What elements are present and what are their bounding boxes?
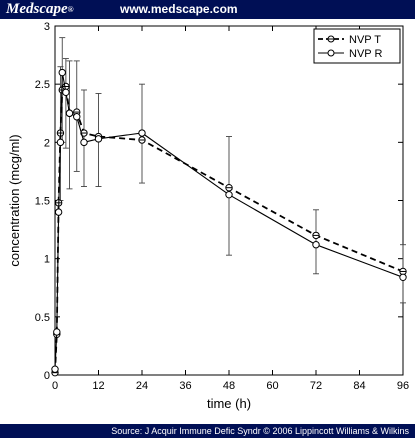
data-point — [80, 138, 88, 147]
axes: 0 12 24 36 48 60 72 84 96 0 0.5 1 1.5 2 2.5 3 — [35, 21, 409, 392]
data-point — [94, 135, 103, 143]
x-tick-label: 48 — [223, 380, 235, 392]
y-axis-label: concentration (mcg/ml) — [7, 134, 22, 266]
data-point — [54, 208, 63, 216]
data-point — [73, 113, 81, 121]
x-tick-label: 0 — [52, 380, 58, 392]
data-point — [56, 138, 65, 147]
legend-box — [313, 28, 401, 64]
data-point — [51, 365, 59, 373]
data-point — [399, 273, 407, 281]
y-tick-label: 0.5 — [35, 312, 50, 324]
data-point — [58, 68, 66, 77]
legend-marker — [327, 49, 335, 57]
data-point — [65, 109, 74, 117]
brand-registered-mark: ® — [67, 5, 74, 14]
series-nvp-r — [51, 68, 407, 373]
data-point — [312, 241, 320, 249]
series-line — [54, 72, 404, 370]
error-bars — [57, 37, 406, 304]
y-tick-label: 0 — [44, 370, 50, 382]
x-tick-label: 72 — [310, 380, 322, 392]
footer-bar: Source: J Acquir Immune Defic Syndr © 20… — [0, 424, 415, 438]
data-point — [62, 88, 70, 97]
x-axis-label: time (h) — [207, 396, 251, 411]
site-url: www.medscape.com — [120, 2, 238, 16]
x-tick-label: 24 — [136, 380, 148, 392]
brand-name: Medscape — [6, 1, 68, 17]
data-point — [138, 129, 146, 137]
header-bar: Medscape® www.medscape.com — [0, 0, 415, 19]
y-tick-label: 1.5 — [35, 196, 50, 208]
source-citation: Source: J Acquir Immune Defic Syndr © 20… — [111, 426, 409, 436]
y-tick-label: 1 — [44, 254, 50, 266]
x-tick-label: 96 — [397, 380, 409, 392]
medscape-logo: Medscape® — [6, 1, 74, 18]
y-tick-label: 2 — [44, 137, 50, 149]
x-tick-label: 60 — [266, 380, 278, 392]
series-layer — [51, 68, 407, 377]
x-tick-label: 12 — [92, 380, 104, 392]
data-point — [53, 328, 61, 336]
y-tick-label: 3 — [44, 21, 50, 33]
legend-label: NVP R — [349, 48, 382, 60]
legend: NVP T NVP R — [313, 28, 401, 64]
y-tick-label: 2.5 — [35, 79, 50, 91]
legend-label: NVP T — [349, 34, 381, 46]
x-tick-label: 36 — [179, 380, 191, 392]
x-tick-label: 84 — [353, 380, 365, 392]
data-point — [225, 190, 233, 199]
